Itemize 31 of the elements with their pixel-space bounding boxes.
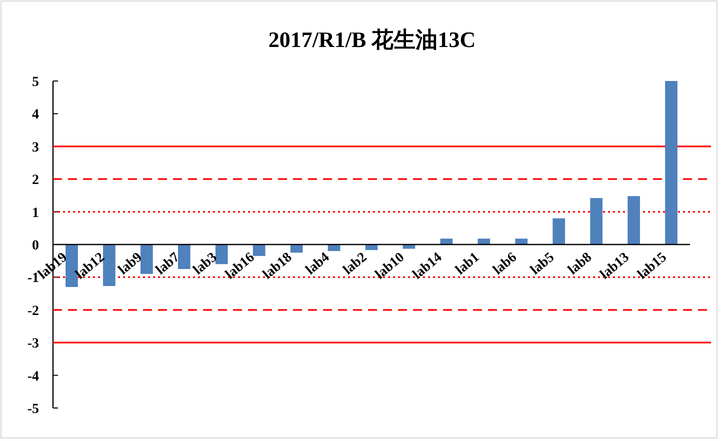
y-tick-label: 5 xyxy=(32,75,39,90)
y-tick-label: 1 xyxy=(32,206,39,221)
bar xyxy=(552,218,566,244)
bar xyxy=(628,196,640,244)
bar xyxy=(402,244,416,249)
x-tick-label: lab4 xyxy=(303,250,333,278)
y-tick-label: -3 xyxy=(27,336,39,352)
bar xyxy=(590,198,603,244)
y-tick-label: 0 xyxy=(32,238,39,254)
y-tick-label: 3 xyxy=(32,140,39,156)
y-tick-label: 4 xyxy=(32,108,39,123)
y-tick-label: -2 xyxy=(27,304,39,319)
chart-title: 2017/R1/B 花生油13C xyxy=(268,27,476,52)
bar xyxy=(178,244,190,270)
y-tick-label: -5 xyxy=(27,402,39,417)
x-tick-label: lab7 xyxy=(153,250,183,278)
bar xyxy=(478,238,490,244)
x-tick-label: lab1 xyxy=(453,250,482,278)
bar xyxy=(515,238,528,244)
y-tick-label: -4 xyxy=(27,369,39,384)
x-tick-label: lab8 xyxy=(566,250,595,278)
bar xyxy=(665,81,678,244)
x-tick-label: lab2 xyxy=(340,250,370,278)
x-tick-label: lab9 xyxy=(116,250,146,278)
bar xyxy=(440,238,453,244)
bar xyxy=(103,244,116,286)
y-tick-label: 2 xyxy=(32,173,39,188)
x-tick-label: lab6 xyxy=(490,250,520,278)
x-tick-label: lab3 xyxy=(190,250,220,278)
bar xyxy=(140,244,153,274)
x-tick-label: lab5 xyxy=(528,250,558,278)
